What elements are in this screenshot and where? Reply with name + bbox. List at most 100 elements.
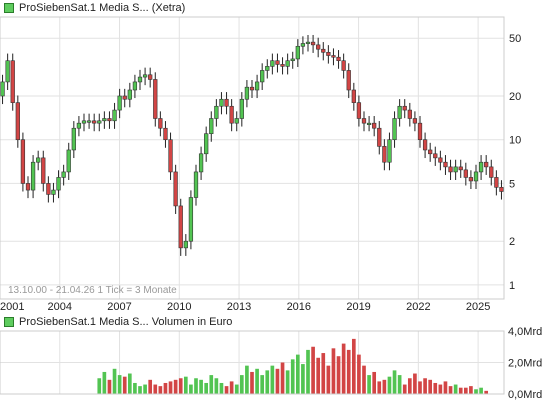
volume-bar [336, 356, 341, 394]
candle-body [178, 205, 183, 249]
candle-body [66, 149, 71, 173]
volume-bar [112, 368, 117, 394]
candle-body [25, 183, 31, 191]
volume-bar [234, 384, 239, 394]
volume-bar [407, 378, 412, 394]
volume-bar [245, 365, 249, 394]
volume-bar [443, 381, 448, 394]
price-y-tick-label: 50 [509, 33, 521, 45]
x-tick-label: 2022 [406, 301, 430, 313]
candle-body [422, 139, 428, 151]
x-tick-label: 2007 [107, 301, 131, 313]
volume-bar [107, 379, 112, 394]
volume-bar [224, 386, 229, 394]
price-y-tick-label: 5 [509, 178, 515, 190]
candle-body [249, 86, 255, 91]
candle-body [173, 171, 178, 207]
price-grid [0, 17, 504, 299]
candle-body [351, 89, 356, 103]
candle-body [305, 41, 311, 44]
volume-bar [351, 338, 356, 394]
x-tick-label: 2004 [48, 301, 72, 313]
legend-swatch-icon [4, 3, 14, 13]
volume-bar [392, 370, 397, 394]
volume-bar [387, 376, 392, 394]
volume-bar [265, 370, 270, 394]
range-info-text: 13.10.00 - 21.04.26 1 Tick = 3 Monate [8, 285, 177, 296]
volume-bars [97, 338, 489, 394]
x-tick-label: 2010 [167, 301, 191, 313]
volume-bar [173, 379, 178, 394]
volume-bar [377, 381, 382, 394]
volume-bar [413, 373, 417, 394]
volume-bar [458, 387, 463, 394]
candle-body [463, 169, 468, 178]
volume-bar [463, 387, 468, 394]
volume-bar [321, 353, 326, 394]
volume-bar [311, 346, 315, 394]
volume-y-tick-label: 2,0Mrd [508, 358, 542, 370]
volume-bar [219, 382, 224, 394]
volume-bar [194, 378, 198, 394]
candle-body [275, 60, 280, 65]
candle-body [122, 95, 127, 100]
legend-swatch-icon [4, 317, 14, 327]
candle-body [239, 98, 244, 119]
volume-bar [127, 373, 132, 394]
price-y-tick-label: 1 [509, 280, 515, 292]
candle-body [56, 177, 61, 191]
volume-bar [209, 375, 214, 394]
candle-body [20, 139, 26, 184]
candle-body [183, 240, 188, 249]
candle-body [142, 74, 148, 78]
volume-bar [229, 381, 234, 394]
candle-body [372, 122, 377, 129]
candle-body [484, 161, 489, 168]
candle-body [494, 177, 499, 188]
candle-body [310, 41, 316, 46]
volume-bar [189, 384, 193, 394]
candle-body [290, 58, 295, 62]
volume-bar [158, 386, 163, 394]
x-tick-label: 2013 [227, 301, 251, 313]
candle-body [346, 70, 351, 91]
volume-bar [295, 354, 300, 394]
price-y-tick-label: 10 [509, 135, 521, 147]
candle-body [468, 177, 474, 182]
candle-body [10, 60, 15, 103]
volume-legend-label: ProSiebenSat.1 Media S... Volumen in Eur… [19, 316, 233, 328]
candle-body [260, 70, 265, 83]
candle-body [15, 102, 20, 141]
volume-bar [214, 378, 219, 394]
candle-body [356, 102, 362, 119]
volume-bar [239, 375, 244, 394]
volume-bar [270, 365, 275, 394]
volume-bar [316, 357, 321, 394]
candle-body [321, 48, 326, 53]
volume-bar [290, 359, 295, 394]
candle-body [265, 66, 270, 71]
candle-body [117, 95, 122, 111]
volume-bar [199, 379, 203, 394]
price-y-tick-label: 20 [509, 91, 521, 103]
candle-body [407, 109, 412, 119]
price-candles [0, 34, 504, 256]
candle-body [397, 105, 402, 119]
volume-bar [362, 365, 366, 394]
volume-y-tick-label: 4,0Mrd [508, 326, 542, 338]
x-tick-label: 2016 [287, 301, 311, 313]
candle-body [30, 161, 36, 191]
candle-body [81, 120, 87, 124]
candle-body [443, 161, 448, 168]
volume-bar [255, 368, 259, 394]
volume-bar [346, 349, 351, 394]
candle-body [377, 127, 382, 147]
candle-body [280, 64, 285, 67]
x-tick-label: 2025 [466, 301, 490, 313]
volume-bar [250, 371, 254, 394]
candle-body [137, 76, 143, 83]
candle-body [5, 60, 10, 83]
candle-body [387, 139, 392, 163]
candle-body [214, 105, 219, 119]
candle-body [193, 171, 199, 198]
